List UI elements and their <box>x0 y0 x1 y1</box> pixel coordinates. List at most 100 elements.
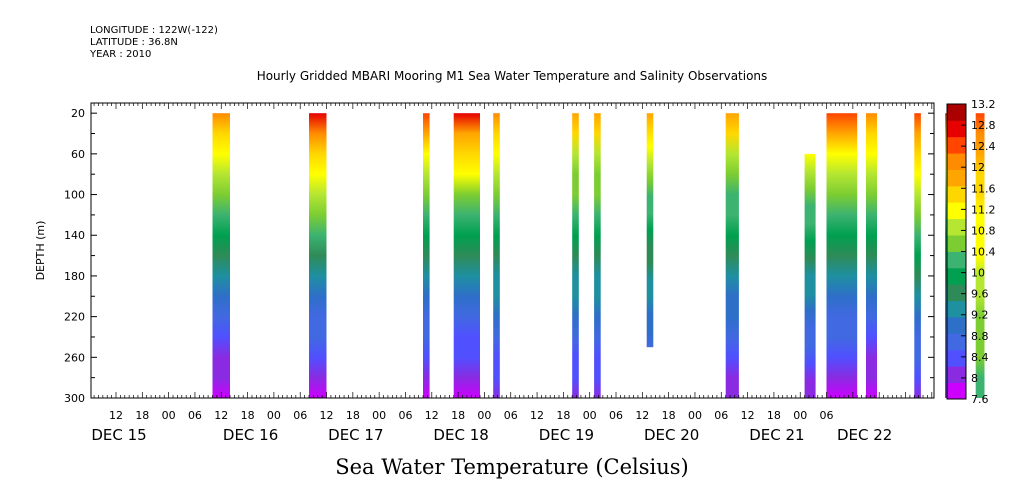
profile-bar-1 <box>212 113 230 398</box>
profile-bar-9 <box>725 113 739 398</box>
plot-axes: 20 60 100 140 180 220 260 300 DEPTH (m) 12 18 00 06 1… <box>34 102 935 444</box>
colorbar-label: 12.8 <box>971 119 996 132</box>
profile-bar-15 <box>975 113 985 398</box>
colorbar-label: 10 <box>971 267 985 280</box>
x-hour-label: 12 <box>320 409 334 422</box>
colorbar-swatch <box>947 267 966 285</box>
x-day-label: DEC 19 <box>539 426 594 444</box>
x-hour-label: 00 <box>793 409 807 422</box>
chart-title: Hourly Gridded MBARI Mooring M1 Sea Wate… <box>256 69 768 83</box>
colorbar-swatch <box>947 202 966 220</box>
colorbar-label: 13.2 <box>971 98 996 111</box>
x-day-label: DEC 17 <box>328 426 383 444</box>
x-hour-label: 00 <box>372 409 386 422</box>
colorbar-swatch <box>947 235 966 252</box>
profile-bar-10 <box>804 153 816 398</box>
year-label: YEAR : 2010 <box>90 49 152 60</box>
colorbar-swatch <box>947 317 966 334</box>
profile-bar-12 <box>866 113 877 398</box>
profile-bar-11 <box>826 113 858 398</box>
profile-bar-13 <box>914 113 921 398</box>
x-hour-label: 00 <box>583 409 597 422</box>
colorbar-label: 8.4 <box>971 351 989 364</box>
profile-bar-6 <box>572 113 579 398</box>
colorbar-swatch <box>947 366 966 384</box>
x-day-label: DEC 15 <box>91 426 146 444</box>
colorbar-swatch <box>947 382 966 400</box>
profile-bar-8 <box>646 113 654 348</box>
y-axis-title: DEPTH (m) <box>34 221 47 281</box>
profile-bar-5 <box>493 113 500 398</box>
colorbar-label: 9.6 <box>971 288 989 301</box>
colorbar-swatch <box>947 251 966 269</box>
x-hour-label: 18 <box>451 409 465 422</box>
x-hour-label: 06 <box>609 409 623 422</box>
x-hour-label: 12 <box>530 409 544 422</box>
colorbar-swatch <box>947 333 966 351</box>
x-hour-label: 18 <box>662 409 676 422</box>
x-hour-label: 12 <box>425 409 439 422</box>
colorbar-swatch <box>947 284 966 302</box>
x-hour-label: 18 <box>556 409 570 422</box>
plot-frame <box>90 102 935 399</box>
y-tick-label: 60 <box>71 148 85 161</box>
latitude-label: LATITUDE : 36.8N <box>90 37 178 48</box>
x-hour-label: 06 <box>188 409 202 422</box>
x-hour-label: 18 <box>135 409 149 422</box>
colorbar-label: 8.8 <box>971 330 989 343</box>
x-hour-label: 18 <box>767 409 781 422</box>
y-tick-label: 180 <box>64 270 85 283</box>
colorbar-label: 10.8 <box>971 224 996 237</box>
x-day-label: DEC 22 <box>837 426 892 444</box>
x-hour-label: 12 <box>109 409 123 422</box>
profile-bar-4 <box>453 113 480 398</box>
x-hour-label: 06 <box>398 409 412 422</box>
x-day-label: DEC 20 <box>644 426 699 444</box>
colorbar-label: 12 <box>971 161 985 174</box>
profile-bar-2 <box>309 113 327 398</box>
x-axis-title: Sea Water Temperature (Celsius) <box>335 455 689 479</box>
x-hour-label: 06 <box>504 409 518 422</box>
x-hour-label: 00 <box>267 409 281 422</box>
y-tick-label: 300 <box>64 392 85 405</box>
y-tick-label: 140 <box>64 229 85 242</box>
x-hour-label: 18 <box>346 409 360 422</box>
colorbar-label: 12.4 <box>971 140 996 153</box>
colorbar-swatch <box>947 136 966 154</box>
colorbar-label: 11.2 <box>971 203 996 216</box>
x-day-label: DEC 21 <box>749 426 804 444</box>
x-hour-label: 12 <box>214 409 228 422</box>
profile-bar-3 <box>423 113 430 398</box>
x-hour-label: 00 <box>688 409 702 422</box>
colorbar-swatch <box>947 153 966 170</box>
colorbar-swatch <box>947 349 966 367</box>
colorbar-label: 9.2 <box>971 309 989 322</box>
x-hour-label: 00 <box>477 409 491 422</box>
colorbar-swatch <box>947 300 966 318</box>
observation-bars <box>212 113 985 398</box>
x-hour-label: 18 <box>241 409 255 422</box>
colorbar-swatch <box>947 218 966 236</box>
x-hour-label: 12 <box>741 409 755 422</box>
x-hour-label: 12 <box>635 409 649 422</box>
colorbar-swatch <box>947 185 966 203</box>
y-tick-label: 20 <box>71 107 85 120</box>
colorbar-swatch <box>947 120 966 138</box>
colorbar-label: 8 <box>971 372 978 385</box>
y-tick-label: 100 <box>64 189 85 202</box>
longitude-label: LONGITUDE : 122W(-122) <box>90 25 218 36</box>
x-hour-label: 06 <box>820 409 834 422</box>
colorbar-swatch <box>947 169 966 187</box>
x-day-label: DEC 18 <box>433 426 488 444</box>
x-hour-label: 06 <box>293 409 307 422</box>
profile-bar-7 <box>594 113 601 398</box>
colorbar: 13.2 12.8 12.4 12 11.6 11.2 10.8 10.4 10 9.6 9.2 8.… <box>946 98 996 406</box>
colorbar-label: 10.4 <box>971 246 996 259</box>
y-tick-label: 260 <box>64 351 85 364</box>
colorbar-label: 7.6 <box>971 393 989 406</box>
x-day-label: DEC 16 <box>223 426 278 444</box>
x-hour-label: 00 <box>162 409 176 422</box>
x-hour-label: 06 <box>714 409 728 422</box>
colorbar-label: 11.6 <box>971 182 996 195</box>
